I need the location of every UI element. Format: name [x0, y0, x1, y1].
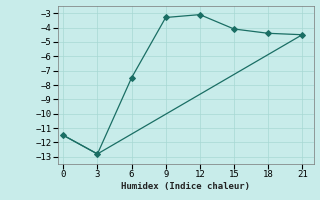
X-axis label: Humidex (Indice chaleur): Humidex (Indice chaleur): [121, 182, 250, 191]
